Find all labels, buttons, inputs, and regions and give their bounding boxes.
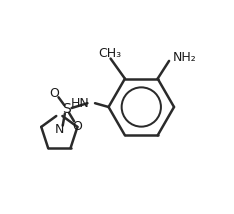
Text: O: O — [72, 120, 82, 133]
Text: S: S — [62, 102, 71, 116]
Text: NH₂: NH₂ — [172, 51, 196, 64]
Text: N: N — [55, 123, 64, 136]
Text: HN: HN — [71, 97, 90, 110]
Text: O: O — [49, 86, 59, 100]
Text: CH₃: CH₃ — [99, 47, 122, 60]
